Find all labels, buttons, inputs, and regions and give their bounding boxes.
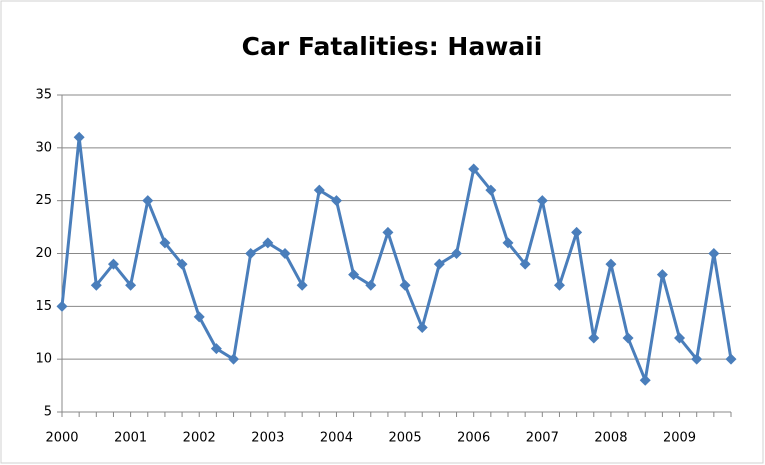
data-point (90, 279, 102, 291)
data-point (536, 195, 548, 207)
data-point (571, 226, 583, 238)
data-point (296, 279, 308, 291)
data-point (330, 195, 342, 207)
data-point (142, 195, 154, 207)
data-point (622, 332, 634, 344)
data-point (56, 300, 68, 312)
y-tick-label: 35 (35, 88, 52, 103)
data-point (416, 321, 428, 333)
data-point (228, 353, 240, 365)
data-point (433, 258, 445, 270)
y-tick-label: 25 (35, 193, 52, 208)
y-tick-label: 5 (44, 405, 52, 420)
x-tick-label: 2006 (457, 431, 490, 446)
data-point (125, 279, 137, 291)
data-point (348, 269, 360, 281)
data-point (605, 258, 617, 270)
data-point (193, 311, 205, 323)
data-point (382, 226, 394, 238)
data-point (262, 237, 274, 249)
data-point (553, 279, 565, 291)
data-point (159, 237, 171, 249)
y-tick-label: 20 (35, 246, 52, 261)
data-point (365, 279, 377, 291)
data-point (691, 353, 703, 365)
data-point (451, 248, 463, 259)
data-point (73, 131, 85, 143)
x-tick-label: 2000 (45, 431, 78, 446)
x-tick-label: 2002 (183, 431, 216, 446)
x-tick-label: 2001 (114, 431, 147, 446)
data-point (485, 184, 497, 196)
data-point (519, 258, 531, 270)
series-line (60, 135, 733, 382)
data-point (674, 332, 686, 344)
data-point (468, 163, 480, 175)
x-tick-label: 2005 (389, 431, 422, 446)
data-point (639, 374, 651, 386)
x-tick-label: 2009 (663, 431, 696, 446)
data-point (399, 279, 411, 291)
data-point (245, 248, 257, 259)
data-point (588, 332, 600, 344)
data-point (656, 269, 668, 281)
y-tick-label: 10 (35, 352, 52, 367)
x-tick-label: 2004 (320, 431, 353, 446)
chart-title: Car Fatalities: Hawaii (242, 32, 543, 61)
data-point (725, 353, 737, 365)
data-point (708, 248, 720, 259)
data-point (210, 343, 222, 355)
data-point (107, 258, 119, 270)
y-tick-label: 30 (35, 140, 52, 155)
data-point (313, 184, 325, 196)
x-tick-label: 2003 (251, 431, 284, 446)
y-tick-label: 15 (35, 299, 52, 314)
data-point (176, 258, 188, 270)
data-point (279, 248, 291, 259)
data-point (502, 237, 514, 249)
x-tick-label: 2008 (594, 431, 627, 446)
x-tick-label: 2007 (526, 431, 559, 446)
